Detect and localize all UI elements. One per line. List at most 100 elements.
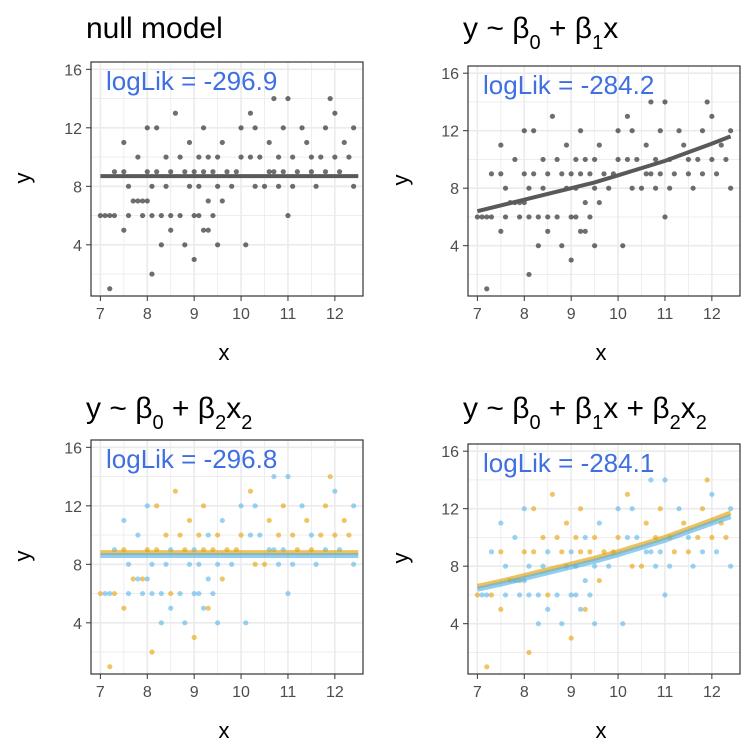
- data-point: [196, 532, 202, 538]
- data-point: [238, 532, 244, 538]
- data-point: [521, 549, 527, 555]
- data-point: [327, 95, 333, 102]
- data-point: [709, 156, 715, 163]
- x-tick-label: 12: [703, 684, 721, 701]
- data-point: [638, 563, 645, 569]
- data-point: [695, 534, 701, 541]
- data-point: [643, 549, 649, 555]
- data-point: [149, 590, 155, 597]
- data-point: [351, 183, 357, 189]
- data-point: [545, 549, 551, 555]
- data-point: [332, 488, 338, 494]
- data-point: [662, 214, 668, 220]
- panel-2: 7 8 9 10 11 12 4 8 12 16 logLik = -284.2 x y y ~ β0 +…: [388, 12, 741, 365]
- data-point: [121, 139, 127, 146]
- data-point: [299, 503, 305, 509]
- data-point: [107, 590, 113, 597]
- data-point: [290, 154, 296, 160]
- data-point: [125, 212, 132, 219]
- data-point: [615, 128, 621, 134]
- data-point: [135, 576, 141, 582]
- data-point: [177, 212, 183, 219]
- data-point: [327, 473, 333, 480]
- data-point: [624, 534, 631, 541]
- series-single: [97, 95, 357, 292]
- data-point: [582, 199, 588, 206]
- data-point: [592, 243, 598, 249]
- data-point: [252, 125, 258, 131]
- data-point: [479, 592, 485, 598]
- data-point: [554, 214, 560, 220]
- data-point: [713, 171, 720, 177]
- data-point: [332, 110, 338, 116]
- data-point: [713, 549, 720, 555]
- data-point: [200, 169, 207, 175]
- data-point: [526, 563, 532, 569]
- data-point: [341, 517, 347, 524]
- fit-line-group_a: [476, 510, 732, 589]
- data-point: [139, 198, 146, 204]
- data-point: [559, 171, 565, 177]
- x-tick-label: 11: [280, 306, 297, 323]
- data-point: [685, 534, 692, 541]
- data-point: [526, 271, 532, 278]
- data-point: [158, 590, 164, 597]
- data-point: [643, 171, 649, 177]
- data-point: [615, 156, 621, 163]
- x-tick-label: 7: [473, 684, 482, 701]
- y-tick-label: 4: [73, 238, 82, 255]
- data-point: [629, 506, 635, 512]
- data-point: [186, 139, 193, 146]
- data-point: [191, 256, 197, 263]
- data-point: [210, 212, 216, 219]
- data-point: [559, 621, 565, 627]
- data-point: [540, 534, 546, 541]
- data-point: [200, 125, 207, 131]
- data-point: [488, 549, 495, 555]
- data-point: [502, 185, 509, 191]
- data-point: [601, 171, 607, 177]
- data-point: [596, 142, 602, 148]
- data-point: [531, 549, 537, 555]
- x-tick-label: 12: [703, 306, 721, 323]
- data-point: [163, 532, 169, 538]
- data-point: [111, 212, 118, 219]
- data-point: [111, 169, 118, 175]
- data-point: [685, 171, 692, 177]
- data-point: [596, 199, 602, 206]
- y-axis-title: y: [10, 173, 35, 184]
- data-point: [582, 534, 588, 541]
- data-point: [728, 185, 734, 191]
- data-point: [191, 634, 197, 641]
- data-point: [271, 473, 277, 480]
- x-tick-label: 7: [96, 684, 105, 701]
- data-point: [671, 549, 677, 555]
- panel-border: [90, 61, 364, 297]
- x-tick-label: 9: [190, 306, 199, 323]
- data-point: [512, 156, 518, 163]
- data-point: [620, 621, 626, 627]
- data-point: [172, 110, 179, 116]
- data-point: [252, 561, 258, 567]
- data-point: [709, 534, 715, 541]
- x-tick-label: 9: [567, 684, 576, 701]
- data-point: [205, 532, 211, 538]
- data-point: [215, 620, 221, 626]
- panel-title: y ~ β0 + β2x2: [86, 392, 252, 434]
- data-point: [592, 534, 598, 541]
- data-point: [577, 171, 584, 177]
- data-point: [252, 503, 258, 509]
- data-point: [135, 198, 141, 204]
- data-point: [718, 142, 724, 148]
- data-point: [196, 561, 202, 567]
- data-point: [690, 185, 696, 191]
- data-point: [526, 592, 532, 598]
- data-point: [290, 183, 296, 189]
- data-point: [545, 592, 551, 598]
- x-tick-label: 7: [473, 306, 482, 323]
- data-point: [657, 506, 663, 512]
- data-point: [285, 95, 291, 102]
- data-point: [685, 156, 692, 163]
- y-tick-label: 4: [450, 239, 459, 256]
- data-point: [121, 605, 127, 611]
